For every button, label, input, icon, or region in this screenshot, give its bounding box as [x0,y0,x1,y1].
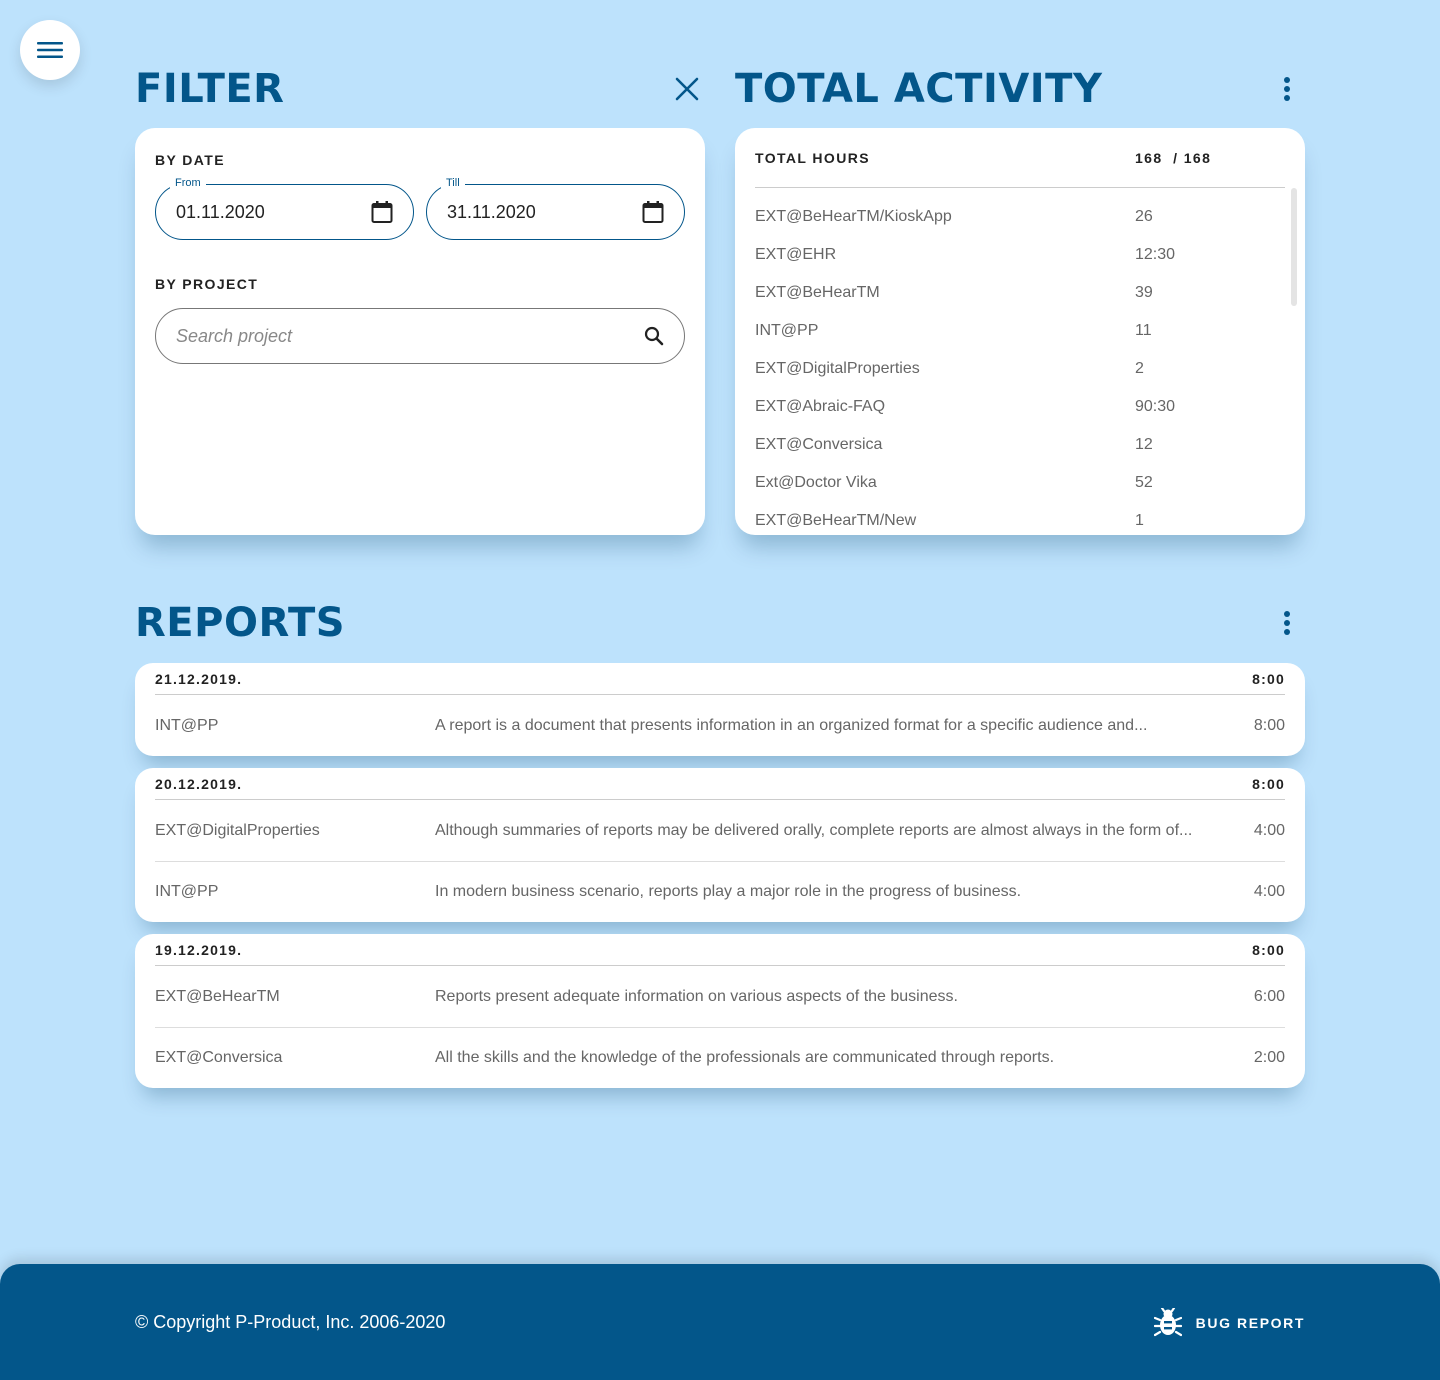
list-item: INT@PP 11 [755,312,1285,350]
project-name: EXT@Abraic-FAQ [755,398,886,415]
table-row[interactable]: EXT@BeHearTM Reports present adequate in… [155,966,1285,1027]
report-day-total: 8:00 [1252,775,1285,792]
project-name: EXT@Conversica [755,436,883,453]
total-hours-value: 168 / 168 [1135,149,1212,166]
report-hours: 4:00 [1253,821,1285,839]
reports-title: REPORTS [135,600,346,646]
bug-report-label: BUG REPORT [1195,1315,1305,1331]
activity-more-button[interactable] [1272,72,1302,106]
report-day-card: 21.12.2019. 8:00 INT@PP A report is a do… [135,663,1305,756]
project-name: EXT@DigitalProperties [755,360,920,377]
project-hours: 39 [1135,284,1153,301]
menu-button[interactable] [20,20,80,80]
report-date: 20.12.2019. [155,775,243,792]
project-name: INT@PP [755,322,819,339]
activity-card: TOTAL HOURS 168 / 168 EXT@BeHearTM/Kiosk… [735,128,1305,535]
report-day-total: 8:00 [1252,670,1285,687]
project-name: Ext@Doctor Vika [755,474,877,491]
report-hours: 8:00 [1253,716,1285,734]
report-day-header: 19.12.2019. 8:00 [155,934,1285,966]
report-project: INT@PP [155,716,219,734]
report-day-header: 21.12.2019. 8:00 [155,663,1285,695]
from-label: From [170,177,206,189]
report-project: EXT@BeHearTM [155,987,280,1005]
project-hours: 11 [1135,322,1152,339]
search-icon[interactable] [644,326,664,346]
filter-card: BY DATE From 01.11.2020 Till 31.11.2020 … [135,128,705,535]
report-hours: 4:00 [1253,883,1285,900]
total-hours-label: TOTAL HOURS [755,149,870,166]
table-row[interactable]: EXT@DigitalProperties Although summaries… [155,800,1285,861]
report-hours: 2:00 [1253,1049,1285,1066]
table-row[interactable]: INT@PP A report is a document that prese… [155,695,1285,756]
total-hours-header: TOTAL HOURS 168 / 168 [755,128,1285,188]
filter-title: FILTER [135,66,285,112]
report-project: EXT@DigitalProperties [155,821,320,839]
list-item: Ext@Doctor Vika 52 [755,464,1285,502]
report-description: In modern business scenario, reports pla… [435,883,1022,900]
report-description: All the skills and the knowledge of the … [435,1049,1055,1066]
table-row[interactable]: INT@PP In modern business scenario, repo… [155,861,1285,922]
report-date: 19.12.2019. [155,941,243,958]
close-icon [675,77,699,101]
report-date: 21.12.2019. [155,670,243,687]
more-vertical-icon [1284,611,1290,635]
list-item: EXT@BeHearTM 39 [755,274,1285,312]
project-name: EXT@BeHearTM/New [755,512,917,529]
close-filter-button[interactable] [670,72,704,106]
from-date-field[interactable]: From 01.11.2020 [155,177,414,240]
till-label: Till [441,177,465,189]
search-project-field[interactable] [155,308,685,364]
report-project: INT@PP [155,883,219,900]
table-row[interactable]: EXT@Conversica All the skills and the kn… [155,1027,1285,1088]
reports-more-button[interactable] [1272,606,1302,640]
report-day-card: 19.12.2019. 8:00 EXT@BeHearTM Reports pr… [135,934,1305,1088]
project-name: EXT@BeHearTM [755,284,880,301]
report-description: Although summaries of reports may be del… [435,821,1193,839]
list-item: EXT@BeHearTM/New 1 [755,502,1285,535]
list-item: EXT@EHR 12:30 [755,236,1285,274]
activity-scrollbar[interactable] [1291,188,1297,306]
project-name: EXT@BeHearTM/KioskApp [755,208,952,225]
copyright-text: © Copyright P-Product, Inc. 2006-2020 [135,1312,446,1332]
list-item: EXT@Conversica 12 [755,426,1285,464]
by-date-label: BY DATE [155,152,225,168]
project-name: EXT@EHR [755,246,837,263]
calendar-icon[interactable] [642,200,664,224]
report-description: A report is a document that presents inf… [435,716,1148,734]
project-hours: 90:30 [1135,398,1176,415]
list-item: EXT@Abraic-FAQ 90:30 [755,388,1285,426]
project-hours: 52 [1135,474,1153,491]
project-hours: 12:30 [1135,246,1176,263]
from-date-value: 01.11.2020 [176,201,265,222]
list-item: EXT@BeHearTM/KioskApp 26 [755,198,1285,236]
report-project: EXT@Conversica [155,1049,283,1066]
project-hours: 12 [1135,436,1153,453]
activity-list[interactable]: EXT@BeHearTM/KioskApp 26 EXT@EHR 12:30 EXT… [755,198,1285,535]
till-date-field[interactable]: Till 31.11.2020 [426,177,685,240]
till-date-value: 31.11.2020 [447,201,536,222]
by-project-label: BY PROJECT [155,276,259,292]
project-hours: 1 [1135,512,1144,529]
bug-icon [1153,1308,1182,1337]
report-hours: 6:00 [1253,987,1285,1005]
search-input[interactable] [176,325,644,347]
menu-icon [37,42,63,58]
bug-report-button[interactable]: BUG REPORT [1153,1308,1305,1338]
project-hours: 2 [1135,360,1144,377]
project-hours: 26 [1135,208,1153,225]
more-vertical-icon [1284,77,1290,101]
report-day-total: 8:00 [1252,941,1285,958]
footer: © Copyright P-Product, Inc. 2006-2020 BU… [0,1264,1440,1380]
total-activity-title: TOTAL ACTIVITY [735,66,1103,112]
list-item: EXT@DigitalProperties 2 [755,350,1285,388]
report-day-card: 20.12.2019. 8:00 EXT@DigitalProperties A… [135,768,1305,922]
calendar-icon[interactable] [371,200,393,224]
report-day-header: 20.12.2019. 8:00 [155,768,1285,800]
report-description: Reports present adequate information on … [435,987,958,1005]
